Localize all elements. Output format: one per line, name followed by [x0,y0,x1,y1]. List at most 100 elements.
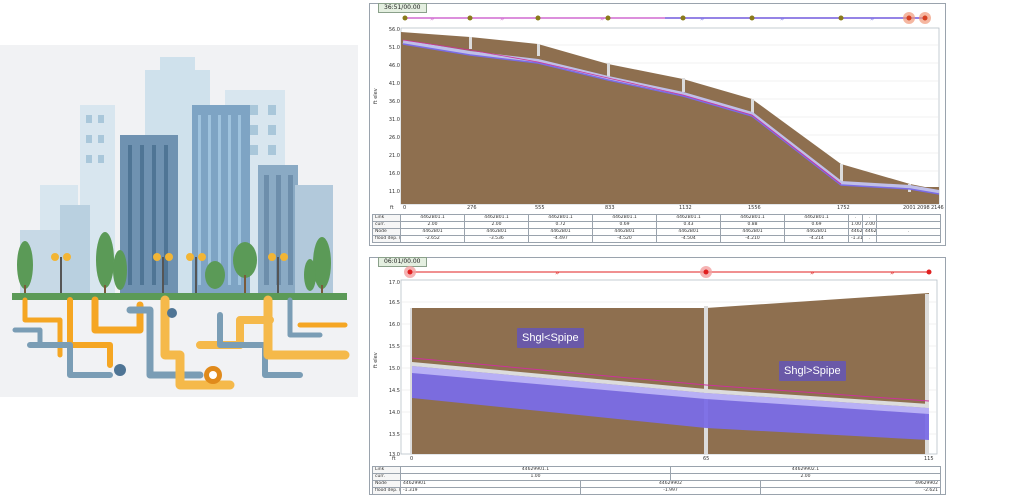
y-tick: 15.5 [388,344,400,350]
table-cell: -2.652 [400,235,465,243]
table-row: curr. 2.00 2.00 0.72 0.69 0.43 0.88 0.69… [372,221,941,229]
x-unit-bottom: ft [392,456,396,462]
row-label: Link [372,214,401,222]
y-tick: 21.0 [388,153,400,159]
table-cell[interactable]: 44629902.1 [670,466,941,474]
y-tick: 11.0 [388,189,400,195]
table-cell[interactable]: 4462B01 [464,228,529,236]
table-cell[interactable]: 4462B01.1 [464,214,529,222]
y-tick: 31.0 [388,117,400,123]
table-cell [876,235,941,243]
y-tick: 26.0 [388,135,400,141]
table-cell[interactable]: 4462B01 [862,228,877,236]
svg-text:»: » [555,269,559,277]
table-row: Link 4462B01.1 4462B01.1 4462B01.1 4462B… [372,214,941,222]
y-tick: 16.0 [388,322,400,328]
x-tick: 1752 [837,205,850,211]
table-cell[interactable]: 44629901 [400,480,581,488]
profile-plot-top: » » » » » » [400,12,940,205]
x-ticks-top: 0 276 555 833 1132 1556 1752 2001 2098 2… [370,205,945,212]
svg-text:»: » [700,15,704,23]
table-cell: -4.504 [656,235,721,243]
table-cell[interactable]: . [876,228,941,236]
svg-text:»: » [870,15,874,23]
table-cell: 0.69 [784,221,849,229]
table-cell: -2.621 [760,487,941,495]
x-tick: 1556 [748,205,761,211]
table-cell[interactable]: . [862,214,877,222]
table-cell[interactable]: 4462B01.1 [656,214,721,222]
table-cell: 0.72 [528,221,593,229]
y-tick: 13.0 [388,452,400,458]
profile-tab-top[interactable]: 36:51/00.00 [378,3,427,13]
y-tick: 15.0 [388,366,400,372]
y-axis-label-top: ft elev [373,88,379,104]
y-tick: 51.0 [388,45,400,51]
svg-text:»: » [500,15,504,23]
x-tick: 2098 [917,205,930,211]
table-cell: -4.520 [592,235,657,243]
y-tick: 56.0 [388,27,400,33]
row-label: curr. [372,221,401,229]
table-cell[interactable]: 4462B01 [784,228,849,236]
svg-text:»: » [600,15,604,23]
table-cell[interactable]: 4462B01.1 [720,214,785,222]
table-cell[interactable]: 44629902 [580,480,761,488]
table-cell: 2.00 [400,221,465,229]
table-cell[interactable]: 44629901.1 [400,466,671,474]
table-cell: 0.69 [592,221,657,229]
table-cell: 0.88 [720,221,785,229]
x-tick: 115 [924,456,934,462]
y-tick: 36.0 [388,99,400,105]
table-cell[interactable]: 4462B01 [656,228,721,236]
table-cell: -1.319 [848,235,863,243]
y-tick: 16.0 [388,171,400,177]
profile-table-top: Link 4462B01.1 4462B01.1 4462B01.1 4462B… [372,214,941,243]
city-pipes-graphic [0,45,358,397]
x-tick: 0 [403,205,407,211]
y-tick: 14.5 [388,388,400,394]
table-cell [876,214,941,222]
table-cell[interactable]: 4462B01.1 [784,214,849,222]
y-ticks-top: 56.0 51.0 46.0 41.0 36.0 31.0 26.0 21.0 … [380,24,400,204]
x-tick: 2001 [903,205,916,211]
y-ticks-bottom: 17.0 16.5 16.0 15.5 15.0 14.5 14.0 13.5 … [376,278,400,458]
table-row: flood dep. (ft) -1.319 -1.997 -2.621 [372,487,941,495]
row-label: flood dep. (ft) [372,487,401,495]
y-tick: 46.0 [388,63,400,69]
table-cell[interactable]: 4462B01 [592,228,657,236]
table-cell[interactable]: 4462B01.1 [400,214,465,222]
table-cell: -4.214 [784,235,849,243]
table-cell: 0.43 [656,221,721,229]
callout-hgl-below-pipe: Shgl<Spipe [517,328,584,348]
x-tick: 2146 [931,205,944,211]
table-cell: . [862,235,877,243]
x-tick: 0 [410,456,414,462]
table-cell: -1.997 [580,487,761,495]
table-row: Link 44629901.1 44629902.1 [372,466,941,474]
row-label: flood dep. (ft) [372,235,401,243]
table-cell[interactable]: 4462B01 [720,228,785,236]
table-cell: -1.319 [400,487,581,495]
y-tick: 14.0 [388,410,400,416]
y-tick: 17.0 [388,280,400,286]
svg-text:»: » [780,15,784,23]
y-tick: 13.5 [388,432,400,438]
table-row: Node 44629901 44629902 49629902 [372,480,941,488]
y-tick: 16.5 [388,300,400,306]
profile-tab-bottom[interactable]: 06:01/00.00 [378,257,427,267]
table-cell[interactable]: 4462B01 [528,228,593,236]
table-cell: 2.00 [464,221,529,229]
x-tick: 833 [605,205,615,211]
table-cell: 1.00 [848,221,863,229]
svg-text:»: » [810,269,814,277]
table-cell[interactable]: 4462B01.1 [592,214,657,222]
table-cell: 2.00 [862,221,877,229]
table-cell[interactable]: . [848,214,863,222]
table-cell [876,221,941,229]
table-cell[interactable]: 4462B01.1 [528,214,593,222]
table-cell[interactable]: 4462B01 [400,228,465,236]
table-cell[interactable]: 49629902 [760,480,941,488]
table-cell[interactable]: 4462B01 [848,228,863,236]
table-cell: -3.536 [464,235,529,243]
